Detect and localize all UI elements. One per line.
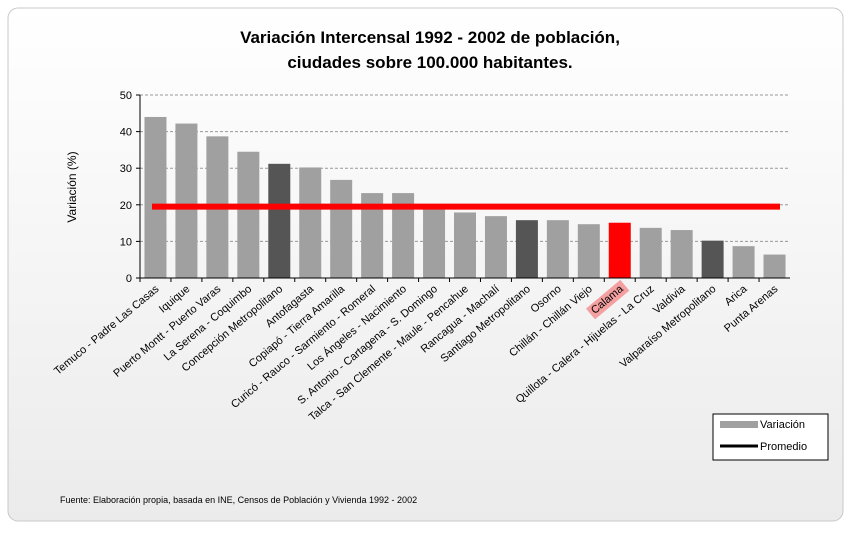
bar — [484, 216, 507, 278]
bar — [670, 230, 693, 278]
y-tick-label: 20 — [120, 200, 132, 212]
bar — [144, 116, 167, 279]
legend-label: Promedio — [760, 441, 807, 453]
bar — [454, 212, 476, 278]
bar — [701, 240, 724, 278]
bar — [546, 220, 569, 278]
chart-title: Variación Intercensal 1992 - 2002 de pob… — [240, 28, 620, 47]
bar — [392, 193, 415, 278]
bar — [175, 123, 198, 278]
bar — [268, 163, 291, 278]
bar — [299, 167, 322, 278]
bar — [732, 246, 755, 278]
bar — [577, 224, 600, 278]
chart-title: ciudades sobre 100.000 habitantes. — [287, 53, 572, 72]
bar — [515, 220, 538, 278]
bar — [763, 254, 786, 278]
y-axis-label: Variación (%) — [65, 151, 79, 222]
y-tick-label: 10 — [120, 236, 132, 248]
bar — [330, 179, 353, 278]
legend-label: Variación — [760, 419, 805, 431]
bar — [361, 193, 384, 278]
bar — [423, 206, 446, 278]
y-tick-label: 30 — [120, 163, 132, 175]
y-tick-label: 0 — [126, 273, 132, 285]
bar — [608, 222, 631, 278]
legend-swatch — [720, 421, 758, 428]
label-highlight — [585, 279, 630, 320]
bar — [639, 227, 662, 278]
y-tick-label: 40 — [120, 127, 132, 139]
y-tick-label: 50 — [120, 90, 132, 102]
bar — [237, 151, 260, 278]
source: Fuente: Elaboración propia, basada en IN… — [60, 495, 417, 505]
